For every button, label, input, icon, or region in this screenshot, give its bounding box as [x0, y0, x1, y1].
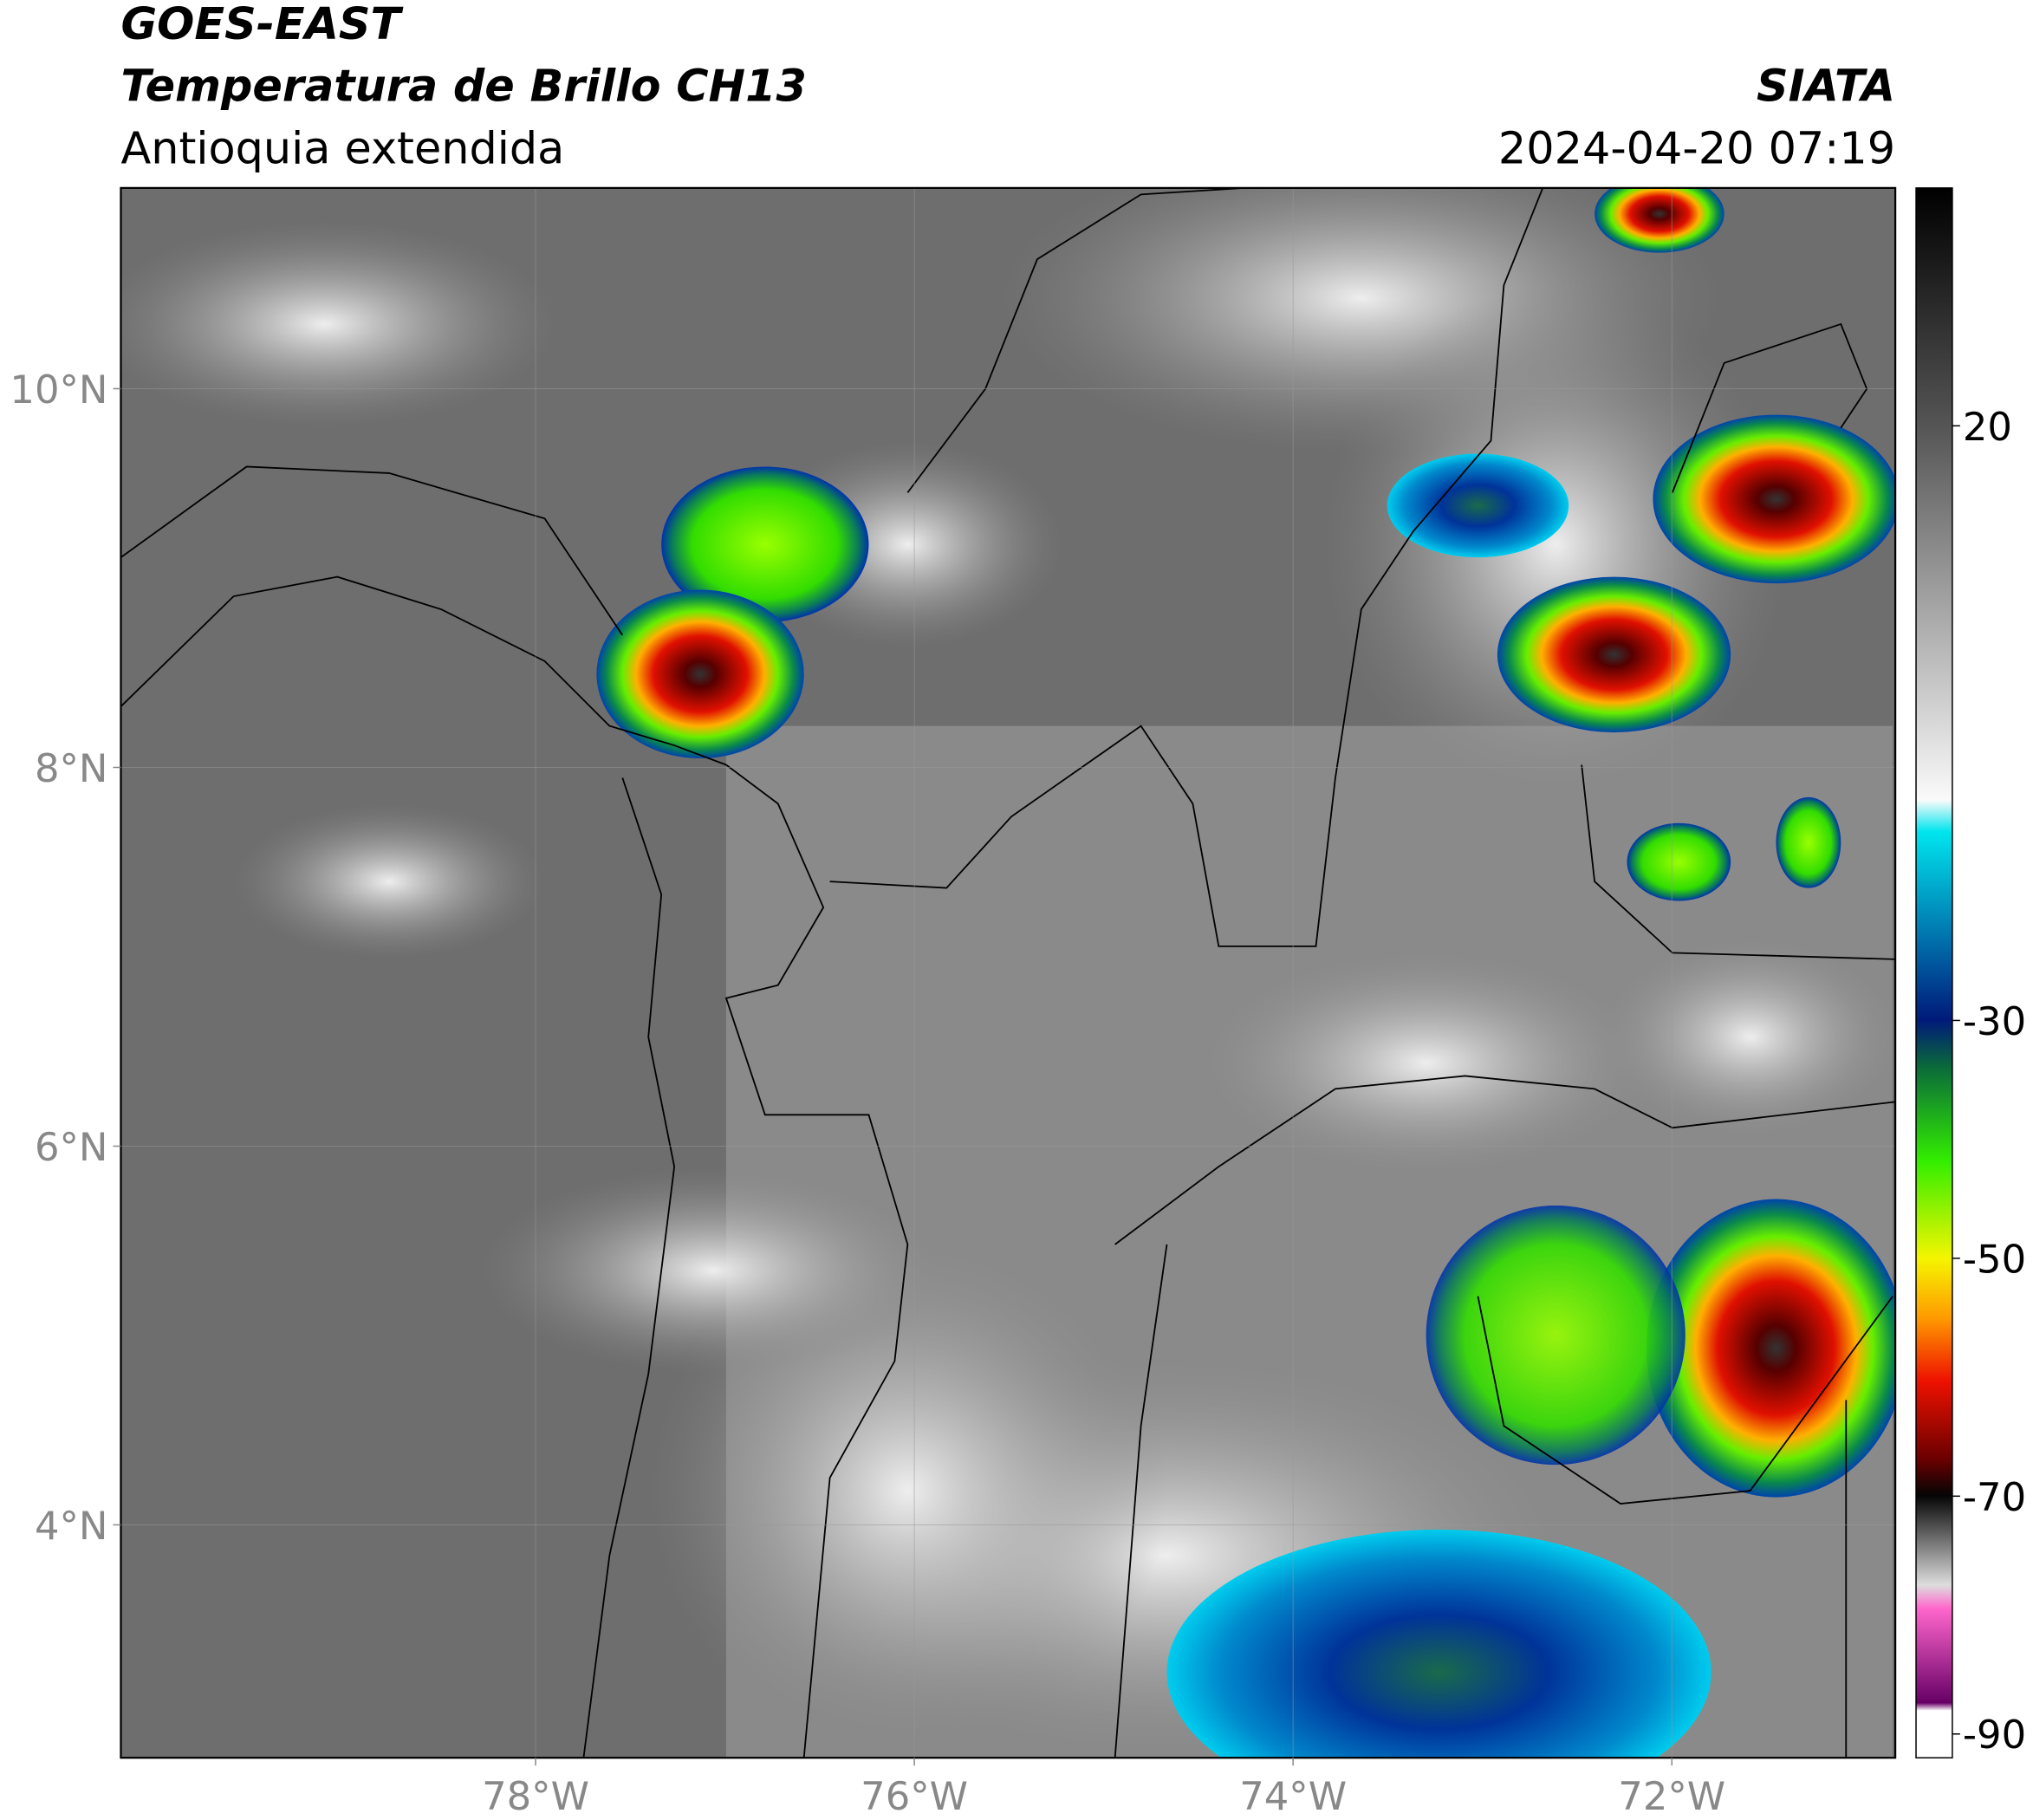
- coastline: [120, 575, 727, 766]
- map-area: [120, 187, 1896, 1758]
- colorbar-tick-label: -50: [1963, 1236, 2026, 1282]
- cloud: [479, 1167, 947, 1375]
- colorbar-tick-label: -90: [1963, 1712, 2026, 1758]
- border: [724, 764, 909, 1758]
- border: [1672, 322, 1868, 493]
- cold-area: [1166, 1530, 1711, 1758]
- storm: [1595, 187, 1724, 253]
- border: [1477, 1296, 1893, 1505]
- x-tick-label: 78°W: [482, 1773, 589, 1819]
- storm: [1653, 414, 1896, 584]
- x-tick-label: 72°W: [1618, 1773, 1725, 1819]
- y-tick-label: 10°N: [10, 367, 107, 413]
- cloud: [233, 803, 545, 959]
- coastline: [582, 777, 676, 1758]
- border: [1581, 764, 1896, 960]
- source: SIATA: [1757, 61, 1895, 112]
- x-tick-label: 76°W: [861, 1773, 968, 1819]
- satellite: GOES-EAST: [120, 0, 404, 49]
- cold-area: [1426, 1206, 1686, 1466]
- cold-area: [1627, 822, 1731, 901]
- cold-area: [1776, 796, 1841, 888]
- region: Antioquia extendida: [120, 122, 564, 173]
- cold-area: [661, 466, 869, 622]
- border: [1114, 1075, 1896, 1245]
- y-tick-label: 4°N: [35, 1503, 108, 1549]
- product: Temperatura de Brillo CH13: [120, 61, 806, 112]
- map-frame: [120, 186, 1897, 1759]
- y-tick-label: 6°N: [35, 1124, 108, 1170]
- storm: [1497, 576, 1731, 733]
- coastline: [120, 465, 624, 636]
- colorbar-tick-label: -70: [1963, 1474, 2026, 1520]
- colorbar-tick-label: 20: [1963, 404, 2012, 450]
- datetime: 2024-04-20 07:19: [1498, 122, 1895, 173]
- cloud: [120, 220, 558, 428]
- storm: [1646, 1199, 1896, 1498]
- coastline: [906, 187, 1245, 493]
- x-tick-label: 74°W: [1239, 1773, 1347, 1819]
- cold-area: [1387, 453, 1569, 558]
- border: [829, 187, 1544, 947]
- border: [1114, 1244, 1168, 1758]
- colorbar: [1915, 187, 1953, 1758]
- colorbar-tick-label: -30: [1963, 998, 2026, 1044]
- storm: [596, 589, 804, 758]
- y-tick-label: 8°N: [35, 745, 108, 791]
- cloud: [1192, 946, 1660, 1180]
- cloud: [1595, 933, 1896, 1141]
